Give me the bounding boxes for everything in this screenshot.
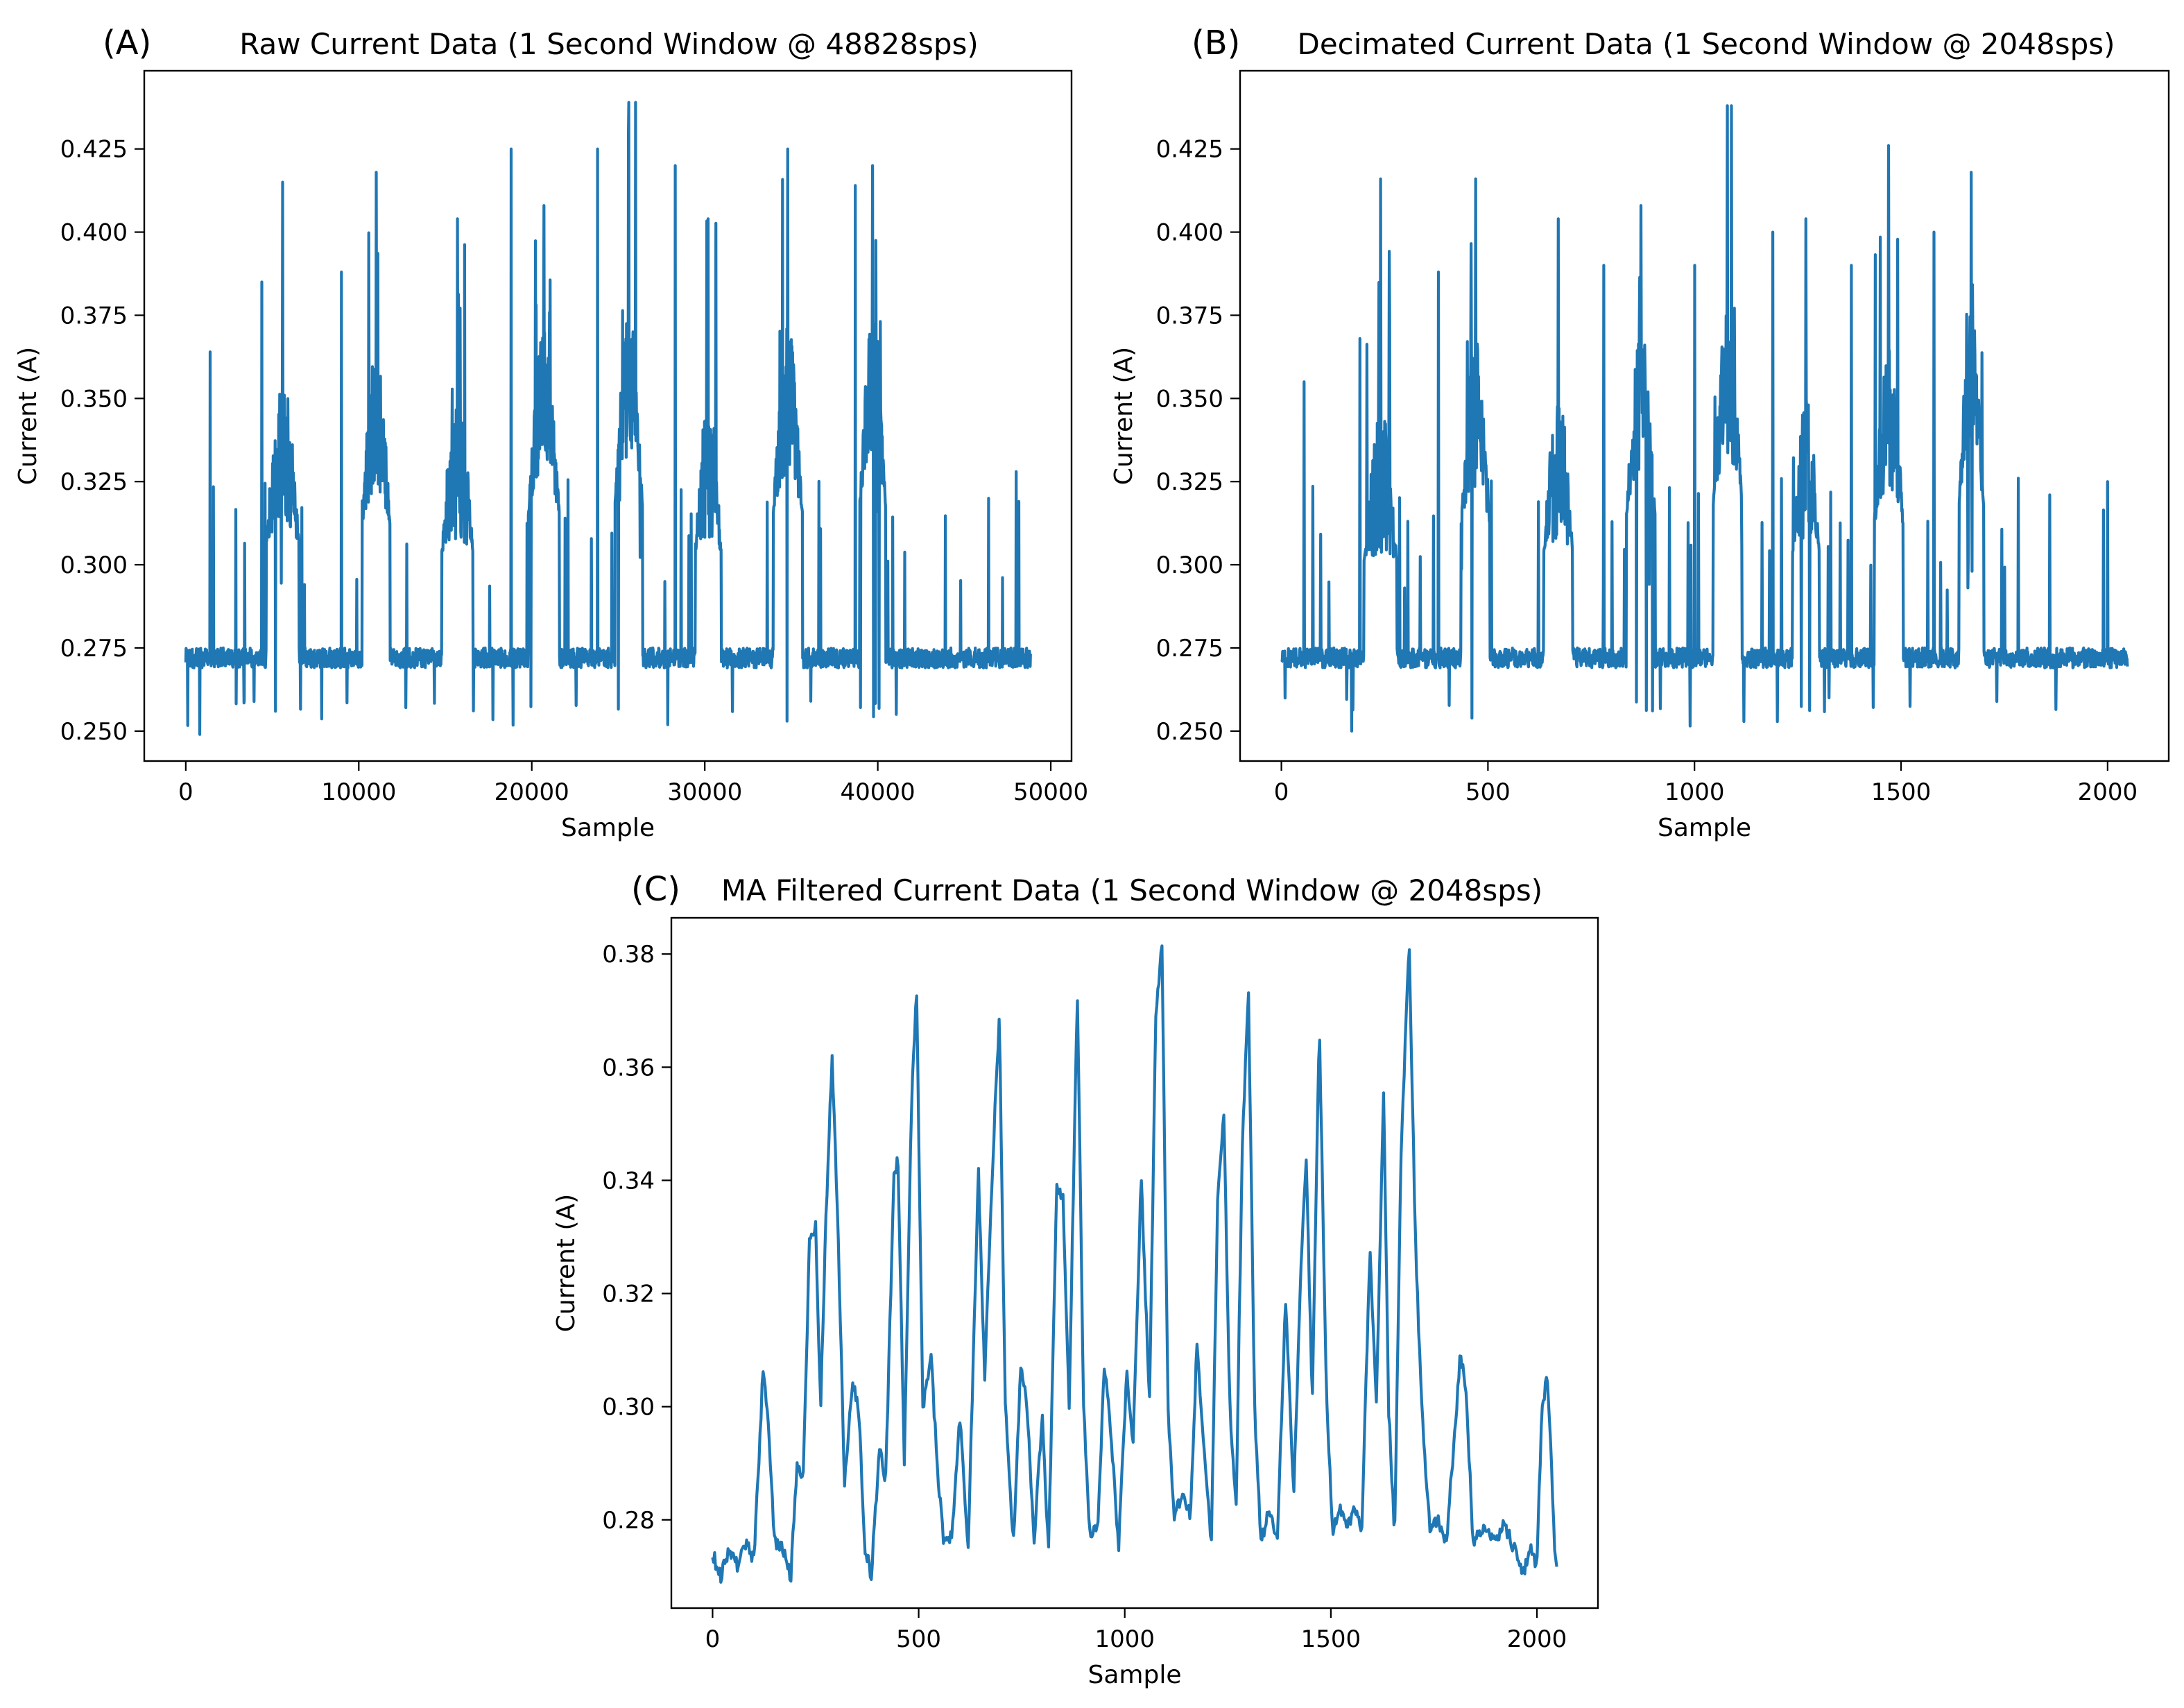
y-tick-label: 0.325 bbox=[1156, 468, 1223, 496]
series-line bbox=[711, 944, 1558, 1584]
y-tick-label: 0.250 bbox=[1156, 718, 1223, 746]
y-tick-label: 0.275 bbox=[60, 635, 128, 663]
y-tick-label: 0.300 bbox=[1156, 552, 1223, 579]
series-line bbox=[1280, 104, 2129, 733]
x-tick-label: 2000 bbox=[2078, 778, 2138, 806]
x-tick-label: 20000 bbox=[495, 778, 569, 806]
x-tick-label: 40000 bbox=[841, 778, 915, 806]
panel-a: 0 10000 20000 30000 40000 50000 0.250 0.275 0.30… bbox=[14, 24, 1088, 842]
x-tick-label: 0 bbox=[178, 778, 194, 806]
y-tick-label: 0.32 bbox=[602, 1281, 655, 1308]
y-tick-label: 0.38 bbox=[602, 941, 655, 968]
plot-frame bbox=[1239, 69, 2170, 762]
y-tick-label: 0.400 bbox=[60, 219, 128, 247]
y-tick-label: 0.325 bbox=[60, 468, 128, 496]
y-tick-label: 0.350 bbox=[60, 385, 128, 413]
y-tick-label: 0.34 bbox=[602, 1167, 655, 1195]
panel-label: (B) bbox=[1192, 24, 1240, 62]
y-tick-label: 0.375 bbox=[1156, 302, 1223, 330]
y-axis-label: Current (A) bbox=[14, 347, 42, 485]
x-tick-label: 1000 bbox=[1665, 778, 1725, 806]
x-tick-label: 30000 bbox=[667, 778, 742, 806]
x-tick-label: 0 bbox=[705, 1625, 721, 1653]
plot-frame bbox=[143, 69, 1073, 762]
y-tick-label: 0.30 bbox=[602, 1394, 655, 1421]
y-axis-label: Current (A) bbox=[1110, 347, 1138, 485]
x-tick-label: 2000 bbox=[1507, 1625, 1567, 1653]
panel-label: (C) bbox=[631, 870, 680, 909]
x-tick-label: 50000 bbox=[1013, 778, 1088, 806]
y-tick-label: 0.350 bbox=[1156, 385, 1223, 413]
y-axis-label: Current (A) bbox=[552, 1194, 581, 1332]
y-tick-label: 0.36 bbox=[602, 1054, 655, 1082]
x-tick-label: 0 bbox=[1274, 778, 1289, 806]
x-tick-label: 1500 bbox=[1871, 778, 1932, 806]
x-tick-label: 500 bbox=[896, 1625, 941, 1653]
y-tick-label: 0.250 bbox=[60, 718, 128, 746]
y-tick-label: 0.425 bbox=[60, 136, 128, 164]
x-tick-label: 1500 bbox=[1301, 1625, 1361, 1653]
y-tick-label: 0.400 bbox=[1156, 219, 1223, 247]
y-tick-label: 0.275 bbox=[1156, 635, 1223, 663]
plot-frame bbox=[670, 916, 1599, 1609]
x-tick-label: 1000 bbox=[1094, 1625, 1155, 1653]
y-tick-label: 0.375 bbox=[60, 302, 128, 330]
x-axis-label: Sample bbox=[1088, 1661, 1182, 1689]
panel-label: (A) bbox=[103, 24, 151, 62]
y-tick-label: 0.300 bbox=[60, 552, 128, 579]
x-axis-label: Sample bbox=[561, 814, 655, 842]
panel-c: 0 500 1000 1500 2000 0.28 0.30 0.32 0.34 0.36 0.38… bbox=[552, 870, 1599, 1689]
chart-title: Decimated Current Data (1 Second Window … bbox=[1297, 27, 2115, 61]
series-line bbox=[184, 101, 1032, 736]
chart-title: Raw Current Data (1 Second Window @ 4882… bbox=[239, 27, 979, 61]
x-tick-label: 500 bbox=[1465, 778, 1511, 806]
panel-b: 0 500 1000 1500 2000 0.250 0.275 0.300 0.325 0.35… bbox=[1110, 24, 2170, 842]
x-tick-label: 10000 bbox=[321, 778, 396, 806]
y-tick-label: 0.28 bbox=[602, 1507, 655, 1535]
chart-title: MA Filtered Current Data (1 Second Windo… bbox=[721, 873, 1542, 907]
y-tick-label: 0.425 bbox=[1156, 136, 1223, 164]
x-axis-label: Sample bbox=[1658, 814, 1751, 842]
